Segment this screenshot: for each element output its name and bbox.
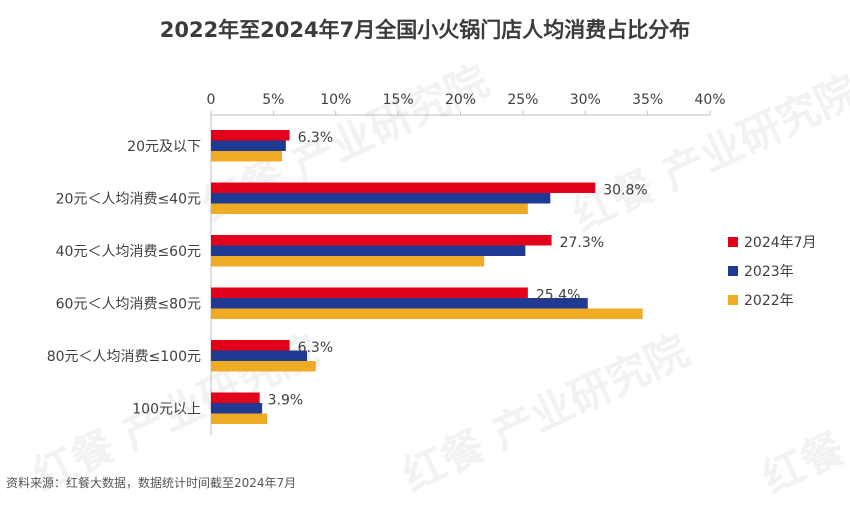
bar	[211, 203, 528, 214]
bar	[211, 308, 643, 319]
category-label: 60元＜人均消费≤80元	[56, 296, 201, 312]
bar	[211, 193, 551, 204]
bar	[211, 140, 286, 151]
bar	[211, 340, 290, 351]
bar	[211, 392, 260, 403]
x-tick-label: 40%	[694, 92, 725, 108]
bar	[211, 350, 308, 361]
bar	[211, 403, 263, 414]
bar	[211, 151, 283, 162]
x-tick-label: 10%	[320, 92, 351, 108]
bar	[211, 361, 316, 372]
legend-label: 2024年7月	[744, 235, 817, 251]
legend-item: 2023年	[728, 261, 817, 281]
category-label: 100元以上	[132, 401, 201, 417]
chart-title: 2022年至2024年7月全国小火锅门店人均消费占比分布	[159, 18, 691, 42]
x-tick-label: 30%	[570, 92, 601, 108]
legend: 2024年7月 2023年 2022年	[728, 232, 817, 319]
legend-item: 2022年	[728, 290, 817, 310]
category-label: 80元＜人均消费≤100元	[47, 349, 201, 365]
legend-label: 2022年	[744, 293, 794, 309]
data-label: 25.4%	[536, 288, 580, 304]
bar	[211, 245, 526, 256]
category-label: 40元＜人均消费≤60元	[56, 244, 201, 260]
bar	[211, 298, 588, 309]
legend-label: 2023年	[744, 264, 794, 280]
bar	[211, 182, 596, 193]
bar	[211, 130, 290, 141]
data-label: 6.3%	[298, 130, 334, 146]
category-label: 20元及以下	[127, 139, 201, 155]
legend-swatch	[728, 295, 738, 305]
x-tick-label: 35%	[632, 92, 663, 108]
data-label: 3.9%	[268, 393, 304, 409]
legend-swatch	[728, 266, 738, 276]
data-label: 30.8%	[603, 183, 647, 199]
x-tick-label: 25%	[507, 92, 538, 108]
bar	[211, 256, 485, 267]
category-label: 20元＜人均消费≤40元	[56, 191, 201, 207]
source-note: 资料来源：红餐大数据，数据统计时间截至2024年7月	[6, 476, 297, 490]
x-tick-label: 0	[207, 92, 216, 108]
legend-swatch	[728, 237, 738, 247]
legend-item: 2024年7月	[728, 232, 817, 252]
x-tick-label: 5%	[262, 92, 284, 108]
bar	[211, 235, 552, 246]
x-tick-label: 15%	[383, 92, 414, 108]
bar	[211, 413, 268, 424]
bar	[211, 287, 528, 298]
data-label: 27.3%	[560, 235, 604, 251]
x-tick-label: 20%	[445, 92, 476, 108]
data-label: 6.3%	[298, 340, 334, 356]
